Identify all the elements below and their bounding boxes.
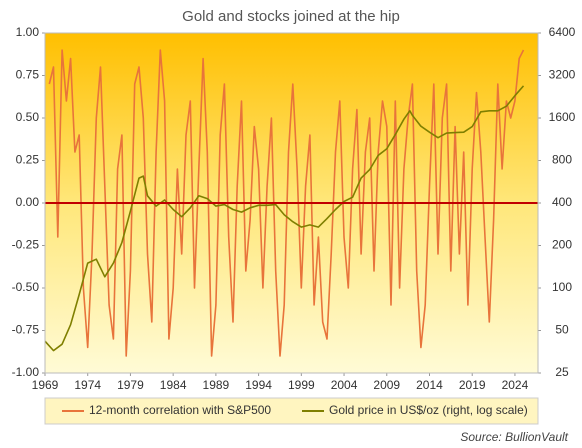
- x-tick-label: 1994: [245, 378, 272, 392]
- y2-tick-label: 400: [552, 195, 572, 209]
- y-tick-label: 0.00: [16, 195, 40, 209]
- y2-tick-label: 800: [552, 153, 572, 167]
- x-tick-label: 1974: [74, 378, 101, 392]
- y-tick-label: -0.50: [12, 280, 40, 294]
- y-tick-label: -0.25: [12, 238, 40, 252]
- legend-box: [44, 397, 539, 425]
- series-line: [48, 49, 525, 357]
- source: Source: BullionVault: [460, 430, 568, 444]
- x-tick-label: 1969: [32, 378, 59, 392]
- y2-tick-label: 50: [555, 323, 569, 337]
- y2-tick-label: 200: [552, 238, 572, 252]
- legend-label: Gold price in US$/oz (right, log scale): [329, 403, 528, 417]
- x-tick-label: 1989: [203, 378, 230, 392]
- y-tick-label: -0.75: [12, 323, 40, 337]
- x-tick-label: 2024: [502, 378, 529, 392]
- chart-title: Gold and stocks joined at the hip: [182, 8, 400, 25]
- x-tick-label: 1979: [117, 378, 144, 392]
- y2-tick-label: 6400: [549, 25, 576, 39]
- y-tick-label: 1.00: [16, 25, 40, 39]
- x-tick-label: 2004: [331, 378, 358, 392]
- x-tick-label: 1984: [160, 378, 187, 392]
- y2-tick-label: 25: [555, 365, 569, 379]
- x-tick-label: 2019: [459, 378, 486, 392]
- y-tick-label: 0.25: [16, 153, 40, 167]
- plot-border: [44, 32, 539, 374]
- y2-tick-label: 100: [552, 280, 572, 294]
- x-tick-label: 2009: [373, 378, 400, 392]
- x-tick-label: 2014: [416, 378, 443, 392]
- y2-tick-label: 1600: [549, 110, 576, 124]
- y-tick-label: 0.50: [16, 110, 40, 124]
- legend-label: 12-month correlation with S&P500: [89, 403, 271, 417]
- y2-tick-label: 3200: [549, 68, 576, 82]
- x-tick-label: 1999: [288, 378, 315, 392]
- y-tick-label: -1.00: [12, 365, 40, 379]
- y-tick-label: 0.75: [16, 68, 40, 82]
- series-line: [44, 85, 525, 352]
